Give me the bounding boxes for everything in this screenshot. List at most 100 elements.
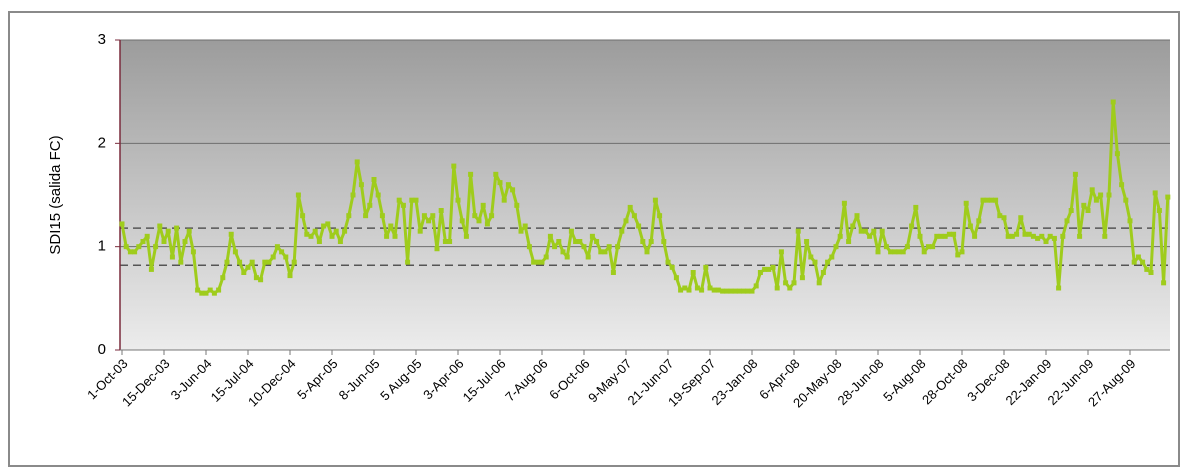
point-marker — [203, 290, 209, 296]
point-marker — [1064, 218, 1070, 224]
point-marker — [1072, 171, 1078, 177]
point-marker — [396, 197, 402, 203]
point-marker — [451, 163, 457, 169]
point-marker — [892, 249, 898, 255]
point-marker — [858, 228, 864, 234]
point-marker — [476, 218, 482, 224]
point-marker — [598, 249, 604, 255]
point-marker — [1060, 233, 1066, 239]
point-marker — [1030, 233, 1036, 239]
point-marker — [711, 287, 717, 293]
point-marker — [648, 239, 654, 244]
point-marker — [619, 228, 625, 234]
point-marker — [526, 244, 532, 250]
point-marker — [270, 254, 276, 260]
point-marker — [1114, 151, 1120, 157]
point-marker — [157, 223, 163, 229]
point-marker — [736, 288, 742, 294]
point-marker — [371, 177, 377, 182]
point-marker — [132, 249, 138, 255]
point-marker — [707, 285, 713, 291]
point-marker — [127, 249, 133, 255]
point-marker — [900, 249, 906, 255]
point-marker — [1085, 208, 1091, 213]
point-marker — [367, 202, 373, 208]
point-marker — [417, 228, 423, 234]
point-marker — [379, 213, 385, 219]
point-marker — [1047, 233, 1053, 239]
point-marker — [195, 287, 201, 293]
point-marker — [140, 239, 146, 244]
point-marker — [690, 270, 696, 275]
point-marker — [610, 270, 616, 275]
point-marker — [787, 285, 793, 291]
point-marker — [153, 244, 159, 250]
point-marker — [745, 288, 751, 294]
point-marker — [522, 223, 528, 229]
point-marker — [589, 233, 595, 239]
point-marker — [560, 249, 566, 255]
point-marker — [606, 244, 612, 250]
point-marker — [699, 287, 705, 293]
point-marker — [1110, 99, 1116, 105]
point-marker — [241, 270, 247, 275]
point-marker — [846, 239, 852, 244]
point-marker — [207, 287, 213, 293]
point-marker — [211, 290, 217, 296]
point-marker — [531, 259, 537, 265]
point-marker — [724, 288, 730, 294]
point-marker — [1081, 202, 1087, 208]
point-marker — [762, 266, 768, 272]
point-marker — [984, 197, 990, 203]
point-marker — [581, 244, 587, 250]
point-marker — [812, 259, 818, 265]
point-marker — [283, 254, 289, 260]
point-marker — [484, 221, 490, 227]
point-marker — [1131, 259, 1137, 265]
y-tick-label: 3 — [98, 31, 106, 48]
point-marker — [220, 275, 226, 281]
point-marker — [1089, 187, 1095, 193]
point-marker — [438, 208, 444, 213]
point-marker — [862, 228, 868, 234]
point-marker — [728, 288, 734, 294]
point-marker — [1068, 208, 1074, 213]
point-marker — [686, 287, 692, 293]
point-marker — [665, 259, 671, 265]
point-marker — [946, 231, 952, 237]
y-tick-label: 0 — [98, 341, 106, 358]
point-marker — [518, 228, 524, 234]
point-marker — [1135, 254, 1141, 260]
point-marker — [165, 228, 171, 234]
point-marker — [354, 159, 360, 165]
point-marker — [312, 228, 318, 234]
point-marker — [514, 202, 520, 208]
point-marker — [820, 270, 826, 275]
point-marker — [216, 287, 222, 293]
point-marker — [363, 213, 369, 219]
point-marker — [295, 192, 301, 198]
point-marker — [997, 213, 1003, 219]
point-marker — [186, 228, 192, 234]
point-marker — [749, 288, 755, 294]
point-marker — [1127, 218, 1133, 224]
point-marker — [783, 280, 789, 286]
point-marker — [883, 244, 889, 250]
point-marker — [770, 264, 776, 270]
point-marker — [232, 249, 238, 255]
point-marker — [178, 259, 184, 265]
point-marker — [1051, 235, 1057, 241]
point-marker — [682, 285, 688, 291]
point-marker — [1005, 233, 1011, 239]
point-marker — [409, 197, 415, 203]
point-marker — [1144, 266, 1150, 272]
point-marker — [539, 259, 545, 265]
point-marker — [1119, 182, 1125, 188]
point-marker — [657, 213, 663, 219]
point-marker — [447, 239, 453, 244]
point-marker — [967, 223, 973, 229]
point-marker — [627, 204, 633, 210]
plot-area — [120, 40, 1170, 350]
point-marker — [938, 233, 944, 239]
point-marker — [652, 197, 658, 203]
